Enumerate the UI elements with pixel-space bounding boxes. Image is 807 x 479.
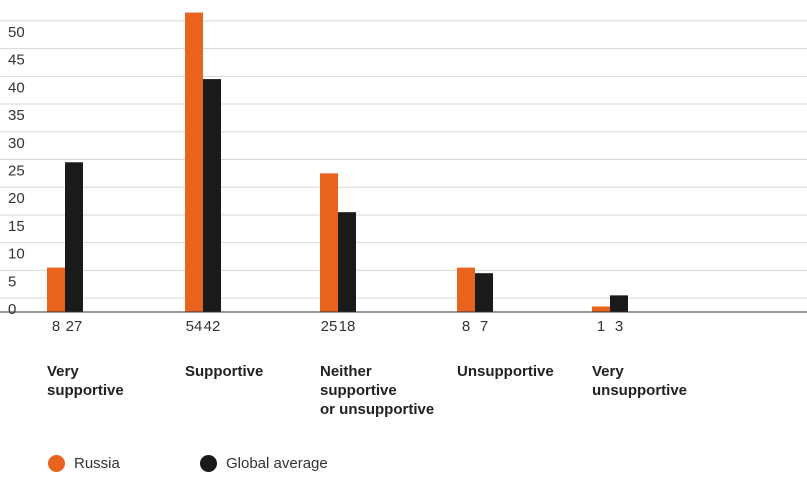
value-label: 25 bbox=[321, 318, 338, 335]
y-tick-label: 30 bbox=[8, 135, 25, 152]
category-label-line: Supportive bbox=[185, 363, 264, 380]
value-label: 8 bbox=[52, 318, 60, 335]
value-label: 42 bbox=[204, 318, 221, 335]
bar-global-average bbox=[475, 273, 493, 312]
category-label: Unsupportive bbox=[457, 362, 597, 381]
category-label-line: Neither bbox=[320, 363, 372, 380]
y-tick-label: 15 bbox=[8, 218, 25, 235]
bar-russia bbox=[185, 12, 203, 313]
bar-global-average bbox=[610, 295, 628, 312]
category-label-line: Very bbox=[592, 363, 624, 380]
gridlines bbox=[0, 20, 807, 299]
category-label-line: Very bbox=[47, 363, 79, 380]
bar-russia bbox=[592, 306, 610, 312]
bar-russia bbox=[320, 173, 338, 312]
y-tick-label: 35 bbox=[8, 107, 25, 124]
bar-global-average bbox=[203, 79, 221, 312]
legend-label-russia: Russia bbox=[74, 455, 120, 472]
y-tick-label: 0 bbox=[8, 301, 16, 318]
category-label-line: unsupportive bbox=[592, 382, 688, 399]
value-label: 1 bbox=[597, 318, 605, 335]
category-label-line: or unsupportive bbox=[320, 401, 435, 418]
bars bbox=[47, 12, 628, 313]
value-labels: 8 27 54 42 25 18 8 7 1 3 bbox=[52, 318, 623, 335]
y-tick-label: 20 bbox=[8, 190, 25, 207]
y-tick-label: 10 bbox=[8, 246, 25, 263]
bar-russia bbox=[47, 267, 65, 312]
legend-item-russia: Russia bbox=[48, 455, 120, 472]
category-label-line: supportive bbox=[47, 382, 124, 399]
bar-russia bbox=[457, 267, 475, 312]
category-label: Supportive bbox=[185, 362, 325, 381]
category-label-line: supportive bbox=[320, 382, 397, 399]
category-label: Very unsupportive bbox=[592, 362, 732, 400]
legend-item-global-average: Global average bbox=[200, 455, 328, 472]
value-label: 27 bbox=[66, 318, 83, 335]
bar-global-average bbox=[338, 212, 356, 312]
category-label-line: Unsupportive bbox=[457, 363, 554, 380]
category-label: Very supportive bbox=[47, 362, 187, 400]
y-axis-ticks: 0 5 10 15 20 25 30 35 40 45 50 bbox=[8, 24, 25, 318]
y-tick-label: 50 bbox=[8, 24, 25, 41]
y-tick-label: 5 bbox=[8, 273, 16, 290]
value-label: 54 bbox=[186, 318, 203, 335]
global-average-swatch-icon bbox=[200, 455, 217, 472]
legend-label-global-average: Global average bbox=[226, 455, 328, 472]
value-label: 18 bbox=[339, 318, 356, 335]
value-label: 8 bbox=[462, 318, 470, 335]
category-label: Neither supportive or unsupportive bbox=[320, 362, 460, 419]
value-label: 7 bbox=[480, 318, 488, 335]
bar-global-average bbox=[65, 162, 83, 312]
value-label: 3 bbox=[615, 318, 623, 335]
y-tick-label: 45 bbox=[8, 52, 25, 69]
russia-swatch-icon bbox=[48, 455, 65, 472]
y-tick-label: 25 bbox=[8, 163, 25, 180]
y-tick-label: 40 bbox=[8, 79, 25, 96]
